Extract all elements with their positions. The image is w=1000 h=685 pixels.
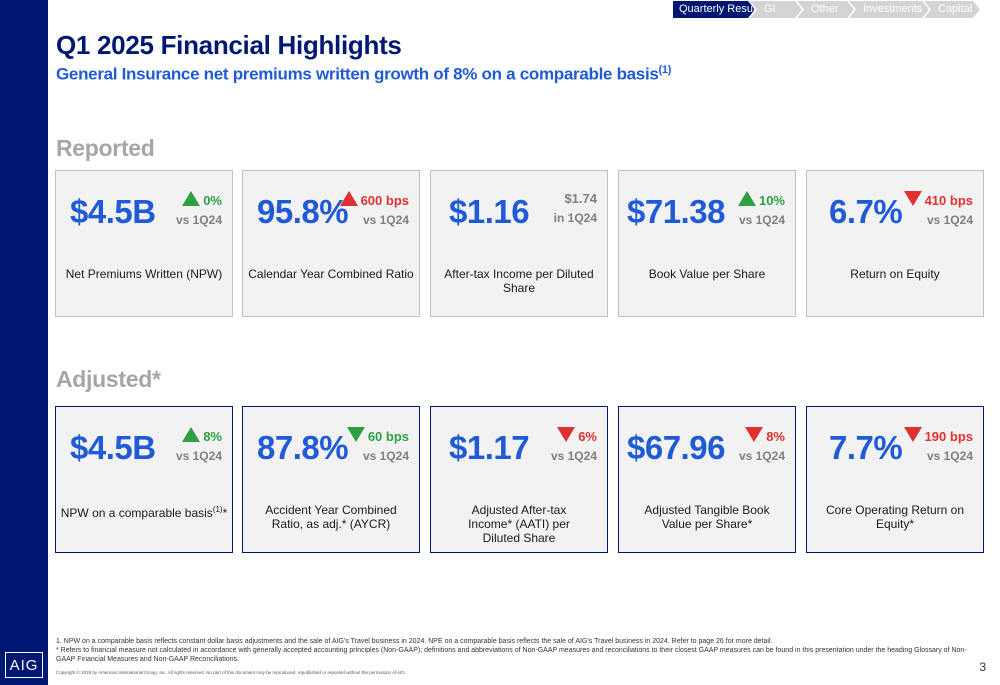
- left-sidebar-band: AIG: [0, 0, 48, 685]
- metric-description: NPW on a comparable basis(1)*: [60, 503, 228, 520]
- description-footnote-ref: (1): [212, 505, 223, 514]
- change-reference: vs 1Q24: [175, 449, 222, 463]
- change-reference: vs 1Q24: [926, 213, 973, 227]
- change-value: 190 bps: [924, 429, 973, 444]
- metric-description: Adjusted After-tax Income* (AATI) per Di…: [468, 503, 570, 545]
- adjusted-card-atbvps: $67.96 8% vs 1Q24 Adjusted Tangible Book…: [618, 406, 796, 553]
- change-value: 60 bps: [367, 429, 409, 444]
- metric-change: $1.74 in 1Q24: [507, 191, 597, 225]
- down-triangle-icon: [903, 427, 922, 442]
- change-reference: vs 1Q24: [738, 449, 785, 463]
- metric-description: Calendar Year Combined Ratio: [248, 267, 414, 281]
- change-reference: vs 1Q24: [926, 449, 973, 463]
- description-asterisk: *: [222, 506, 228, 520]
- down-triangle-icon: [745, 427, 764, 442]
- change-value: 10%: [758, 193, 785, 208]
- metric-value: $67.96: [627, 429, 725, 466]
- metric-value: 6.7%: [829, 193, 903, 230]
- reported-card-roe: 6.7% 410 bps vs 1Q24 Return on Equity: [806, 170, 984, 317]
- metric-description: Core Operating Return on Equity*: [825, 503, 965, 531]
- metric-value: 7.7%: [829, 429, 903, 466]
- change-value: 8%: [766, 429, 785, 444]
- metric-value: $4.5B: [70, 193, 156, 230]
- description-text: NPW on a comparable basis: [60, 506, 213, 520]
- metric-value: $1.16: [449, 193, 530, 230]
- down-triangle-icon: [557, 427, 576, 442]
- metric-description: Accident Year Combined Ratio, as adj.* (…: [265, 503, 397, 531]
- change-reference: vs 1Q24: [362, 213, 409, 227]
- up-triangle-icon: [737, 191, 756, 206]
- footnote-1: 1. NPW on a comparable basis reflects co…: [56, 638, 773, 645]
- copyright-notice: Copyright © 2025 by American Internation…: [56, 670, 407, 675]
- reported-card-combined-ratio: 95.8% 600 bps vs 1Q24 Calendar Year Comb…: [242, 170, 420, 317]
- subtitle-text: General Insurance net premiums written g…: [56, 64, 659, 84]
- change-value: 410 bps: [924, 193, 973, 208]
- page-subtitle: General Insurance net premiums written g…: [56, 64, 671, 85]
- change-reference: vs 1Q24: [362, 449, 409, 463]
- metric-value: $71.38: [627, 193, 725, 230]
- reported-label: Reported: [56, 135, 155, 161]
- metric-change: 190 bps vs 1Q24: [883, 427, 973, 463]
- change-value: 0%: [203, 193, 222, 208]
- subtitle-footnote-ref: (1): [658, 64, 672, 76]
- change-value: 6%: [578, 429, 597, 444]
- adjusted-card-core-roe: 7.7% 190 bps vs 1Q24 Core Operating Retu…: [806, 406, 984, 553]
- adjusted-card-aycr: 87.8% 60 bps vs 1Q24 Accident Year Combi…: [242, 406, 420, 553]
- metric-change: 8% vs 1Q24: [132, 427, 222, 463]
- change-value: 8%: [203, 429, 222, 444]
- adjusted-card-npw: $4.5B 8% vs 1Q24 NPW on a comparable bas…: [55, 406, 233, 553]
- metric-change: 0% vs 1Q24: [132, 191, 222, 227]
- metric-value: 95.8%: [257, 193, 349, 230]
- up-triangle-icon: [182, 427, 201, 442]
- metric-value: $1.17: [449, 429, 530, 466]
- down-triangle-icon: [346, 427, 365, 442]
- metric-change: 410 bps vs 1Q24: [883, 191, 973, 227]
- metric-change: 600 bps vs 1Q24: [319, 191, 409, 227]
- metric-description: Return on Equity: [850, 267, 940, 281]
- reported-card-eps: $1.16 $1.74 in 1Q24 After-tax Income per…: [430, 170, 608, 317]
- footnotes: 1. NPW on a comparable basis reflects co…: [56, 637, 971, 664]
- change-value: 600 bps: [360, 193, 409, 208]
- nav-gi[interactable]: GI: [750, 1, 802, 18]
- metric-change: 8% vs 1Q24: [695, 427, 785, 463]
- metric-value: 87.8%: [257, 429, 349, 466]
- page-number: 3: [979, 660, 986, 674]
- metric-description: Net Premiums Written (NPW): [65, 267, 223, 281]
- metric-description: After-tax Income per Diluted Share: [444, 267, 594, 295]
- change-reference: vs 1Q24: [175, 213, 222, 227]
- down-triangle-icon: [903, 191, 922, 206]
- aig-logo: AIG: [5, 652, 43, 678]
- metric-value: $4.5B: [70, 429, 156, 466]
- reported-card-npw: $4.5B 0% vs 1Q24 Net Premiums Written (N…: [55, 170, 233, 317]
- adjusted-label: Adjusted*: [56, 366, 161, 392]
- metric-change: 60 bps vs 1Q24: [319, 427, 409, 463]
- nav-other[interactable]: Other: [797, 1, 854, 18]
- nav-quarterly-results[interactable]: Quarterly Results: [673, 1, 755, 18]
- change-value: $1.74: [564, 191, 597, 206]
- nav-investments[interactable]: Investments: [849, 1, 929, 18]
- footnote-non-gaap: * Refers to financial measure not calcul…: [56, 647, 967, 663]
- metric-change: 6% vs 1Q24: [507, 427, 597, 463]
- up-triangle-icon: [182, 191, 201, 206]
- change-reference: vs 1Q24: [550, 449, 597, 463]
- metric-change: 10% vs 1Q24: [695, 191, 785, 227]
- change-reference: vs 1Q24: [738, 213, 785, 227]
- page-title: Q1 2025 Financial Highlights: [56, 30, 402, 60]
- adjusted-card-aati: $1.17 6% vs 1Q24 Adjusted After-tax Inco…: [430, 406, 608, 553]
- reported-card-bvps: $71.38 10% vs 1Q24 Book Value per Share: [618, 170, 796, 317]
- nav-capital[interactable]: Capital: [924, 1, 980, 18]
- section-nav: Quarterly Results GI Other Investments C…: [673, 1, 975, 18]
- up-triangle-icon: [339, 191, 358, 206]
- metric-description: Adjusted Tangible Book Value per Share*: [644, 503, 770, 531]
- metric-description: Book Value per Share: [648, 267, 766, 281]
- change-reference: in 1Q24: [553, 211, 597, 225]
